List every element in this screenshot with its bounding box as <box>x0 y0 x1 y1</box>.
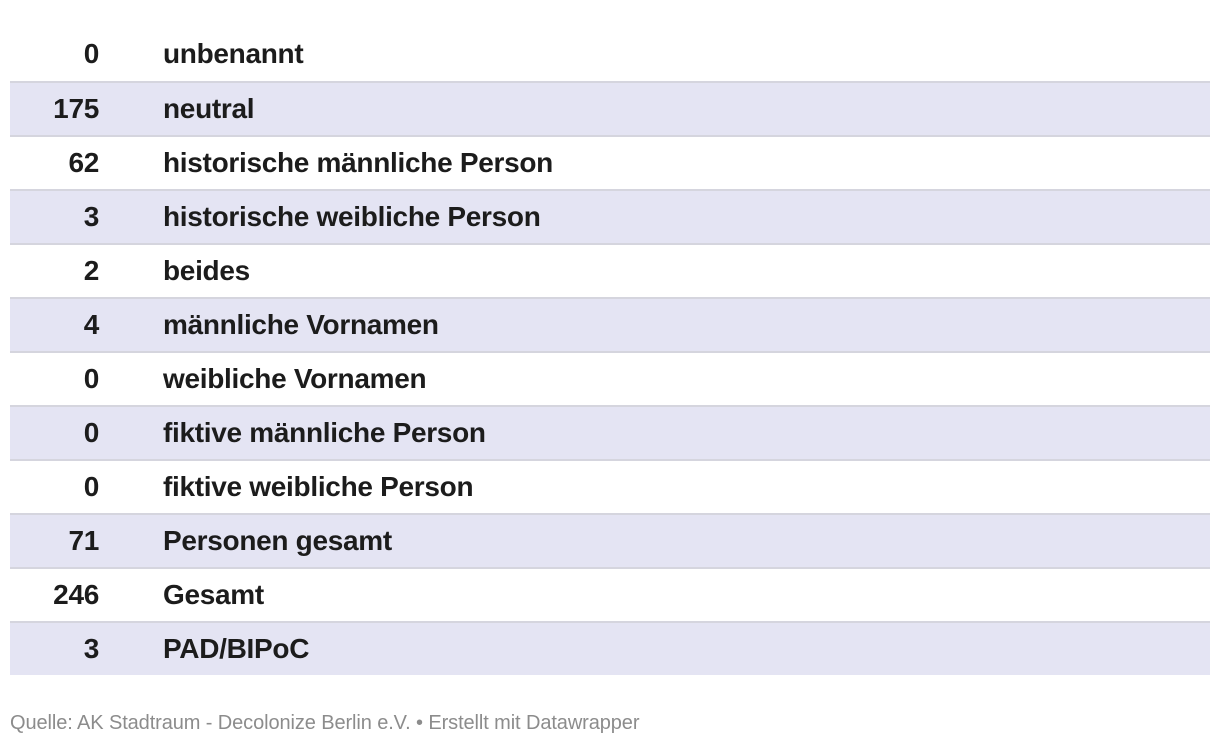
value-cell: 0 <box>83 38 100 69</box>
footer-separator: • <box>410 712 429 734</box>
label-cell: beides <box>163 255 250 286</box>
value-cell: 4 <box>83 309 100 340</box>
value-cell: 246 <box>53 579 99 610</box>
label-cell: unbenannt <box>163 38 304 69</box>
value-cell: 2 <box>83 255 100 286</box>
value-cell: 3 <box>83 201 100 232</box>
table-row: 0 fiktive weibliche Person <box>10 459 1210 513</box>
source-label: Quelle: <box>10 712 78 734</box>
table-row: 71 Personen gesamt <box>10 513 1210 567</box>
label-cell: historische männliche Person <box>163 147 553 178</box>
label-cell: PAD/BIPoC <box>163 633 310 664</box>
value-cell: 0 <box>83 471 100 502</box>
value-cell: 0 <box>83 363 100 394</box>
label-cell: Gesamt <box>163 579 264 610</box>
value-cell: 175 <box>53 93 99 124</box>
table-row: 3 historische weibliche Person <box>10 189 1210 243</box>
label-cell: neutral <box>163 93 255 124</box>
value-cell: 3 <box>83 633 100 664</box>
table-row: 175 neutral <box>10 81 1210 135</box>
value-cell: 0 <box>83 417 100 448</box>
source-footer: Quelle: AK Stadtraum - Decolonize Berlin… <box>10 709 1210 737</box>
table-row: 4 männliche Vornamen <box>10 297 1210 351</box>
label-cell: Personen gesamt <box>163 525 392 556</box>
value-cell: 62 <box>68 147 99 178</box>
table-row: 0 fiktive männliche Person <box>10 405 1210 459</box>
table-row: 0 unbenannt <box>10 27 1210 81</box>
table-row: 0 weibliche Vornamen <box>10 351 1210 405</box>
table-row: 2 beides <box>10 243 1210 297</box>
value-cell: 71 <box>68 525 99 556</box>
label-cell: weibliche Vornamen <box>163 363 427 394</box>
label-cell: historische weibliche Person <box>163 201 541 232</box>
label-cell: männliche Vornamen <box>163 309 439 340</box>
table-row: 3 PAD/BIPoC <box>10 621 1210 675</box>
table-row: 62 historische männliche Person <box>10 135 1210 189</box>
source-name: AK Stadtraum - Decolonize Berlin e.V. <box>77 712 411 734</box>
table-row: 246 Gesamt <box>10 567 1210 621</box>
datawrapper-credit-link[interactable]: Datawrapper <box>525 712 640 734</box>
credit-prefix: Erstellt mit <box>428 712 526 734</box>
data-table: 0 unbenannt 175 neutral 62 historische m… <box>10 27 1210 675</box>
label-cell: fiktive weibliche Person <box>163 471 474 502</box>
label-cell: fiktive männliche Person <box>163 417 486 448</box>
